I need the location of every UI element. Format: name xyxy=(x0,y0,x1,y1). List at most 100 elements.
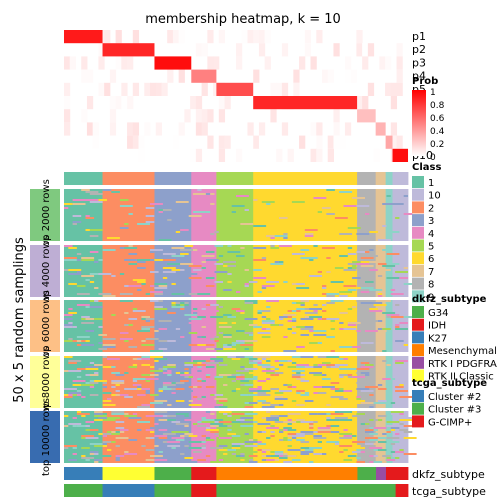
heatmap-cell xyxy=(128,324,133,326)
class-legend-swatch-6 xyxy=(412,252,424,265)
heatmap-cell xyxy=(214,336,219,338)
heatmap-cell xyxy=(175,400,185,402)
heatmap-cell xyxy=(287,453,301,455)
heatmap-cell xyxy=(81,259,95,261)
prob-cell xyxy=(258,30,266,44)
prob-cell xyxy=(81,69,88,83)
heatmap-cell xyxy=(322,304,327,306)
prob-cell xyxy=(362,43,369,57)
prob-cell xyxy=(161,82,168,96)
heatmap-cell xyxy=(296,346,305,348)
heatmap-cell xyxy=(261,406,275,408)
prob-cell xyxy=(132,82,140,96)
prob-cell xyxy=(316,135,323,149)
prob-cell xyxy=(104,30,111,44)
heatmap-cell xyxy=(244,445,258,447)
prob-cell xyxy=(172,135,180,149)
heatmap-cell xyxy=(244,455,249,457)
heatmap-cell xyxy=(395,203,404,205)
heatmap-cell xyxy=(180,374,193,376)
prob-row-label-p4: p4 xyxy=(412,70,426,83)
heatmap-cell xyxy=(395,396,400,398)
heatmap-cell xyxy=(81,445,95,447)
heatmap-cell xyxy=(218,326,232,328)
heatmap-cell xyxy=(352,261,361,263)
heatmap-cell xyxy=(180,431,189,433)
class-segment-1 xyxy=(64,172,103,185)
heatmap-cell xyxy=(287,423,292,425)
prob-cell xyxy=(362,56,369,70)
heatmap-cell xyxy=(197,370,202,372)
heatmap-cell xyxy=(352,415,365,417)
heatmap-cell xyxy=(64,207,69,209)
heatmap-cell xyxy=(270,404,284,406)
heatmap-cell xyxy=(395,271,408,273)
heatmap-cell xyxy=(162,209,172,211)
heatmap-cell xyxy=(231,205,245,207)
heatmap-cell xyxy=(377,441,387,443)
heatmap-cell xyxy=(403,425,413,427)
heatmap-cell xyxy=(291,310,297,312)
heatmap-cell xyxy=(382,312,396,314)
heatmap-cell xyxy=(386,421,400,423)
heatmap-cell xyxy=(343,285,357,287)
heatmap-cell xyxy=(386,314,391,316)
heatmap-cell xyxy=(68,273,82,275)
heatmap-cell xyxy=(201,308,206,310)
heatmap-cell xyxy=(218,425,228,427)
heatmap-cell xyxy=(352,265,357,267)
heatmap-cell xyxy=(119,364,133,366)
heatmap-cell xyxy=(128,417,142,419)
heatmap-cell xyxy=(76,344,82,346)
heatmap-cell xyxy=(365,320,378,322)
prob-cell xyxy=(132,30,140,44)
heatmap-cell xyxy=(360,372,370,374)
heatmap-cell xyxy=(162,253,176,255)
prob-cell xyxy=(121,56,128,70)
prob-cell xyxy=(104,82,111,96)
heatmap-cell xyxy=(287,425,292,427)
heatmap-cell xyxy=(283,326,297,328)
heatmap-cell xyxy=(253,376,258,378)
heatmap-cell xyxy=(98,326,103,328)
heatmap-cell xyxy=(64,318,73,320)
prob-cell xyxy=(276,148,283,162)
heatmap-cell xyxy=(334,388,340,390)
heatmap-cell xyxy=(300,447,314,449)
heatmap-cell xyxy=(218,340,228,342)
heatmap-cell xyxy=(89,429,99,431)
heatmap-cell xyxy=(150,427,155,429)
heatmap-cell xyxy=(377,330,387,332)
heatmap-cell xyxy=(395,451,404,453)
heatmap-cell xyxy=(175,231,181,233)
heatmap-cell xyxy=(167,340,176,342)
heatmap-cell xyxy=(137,429,142,431)
heatmap-cell xyxy=(171,269,185,271)
heatmap-cell xyxy=(296,326,310,328)
heatmap-cell xyxy=(231,308,241,310)
heatmap-cell xyxy=(64,328,73,330)
heatmap-cell xyxy=(205,193,211,195)
heatmap-cell xyxy=(162,372,176,374)
class-legend-label-10: 10 xyxy=(428,191,441,202)
heatmap-cell xyxy=(223,453,228,455)
heatmap-cell xyxy=(360,287,374,289)
heatmap-cell xyxy=(291,459,301,461)
heatmap-cell xyxy=(205,455,211,457)
heatmap-block-10 xyxy=(392,356,409,408)
heatmap-cell xyxy=(270,455,279,457)
heatmap-cell xyxy=(399,277,408,279)
heatmap-cell xyxy=(137,330,150,332)
heatmap-cell xyxy=(98,348,112,350)
heatmap-cell xyxy=(248,390,258,392)
heatmap-cell xyxy=(223,289,232,291)
heatmap-cell xyxy=(85,330,95,332)
heatmap-cell xyxy=(291,318,297,320)
heatmap-cell xyxy=(205,348,219,350)
heatmap-cell xyxy=(150,350,163,352)
heatmap-cell xyxy=(89,235,99,237)
heatmap-cell xyxy=(188,318,202,320)
heatmap-cell xyxy=(171,283,176,285)
prob-cell xyxy=(304,43,312,57)
heatmap-cell xyxy=(356,330,361,332)
